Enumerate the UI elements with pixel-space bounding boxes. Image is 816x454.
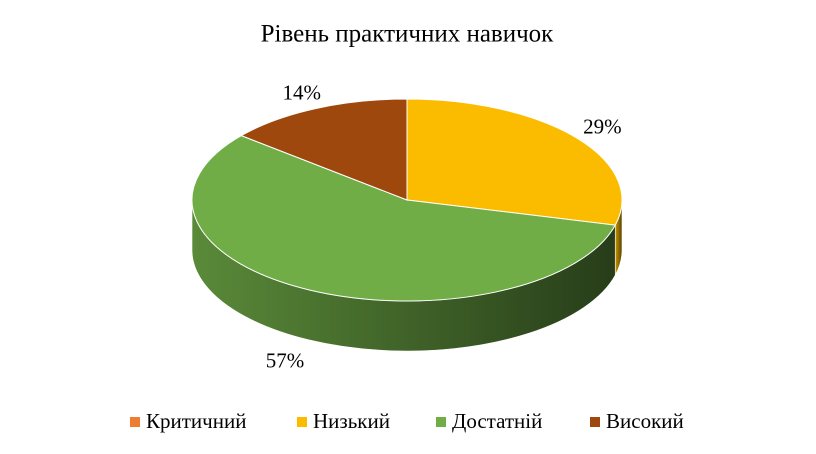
pie-slice — [191, 135, 617, 302]
legend-label: Достатній — [452, 409, 542, 433]
legend-label: Високий — [606, 409, 684, 433]
pie-slice — [240, 98, 408, 201]
legend-swatch — [297, 417, 307, 427]
data-label: 14% — [282, 81, 321, 105]
chart-title: Рівень практичних навичок — [261, 21, 555, 48]
data-label: 29% — [583, 115, 622, 139]
legend-swatch — [436, 417, 446, 427]
legend-swatch — [130, 417, 140, 427]
legend-swatch — [590, 417, 600, 427]
pie-slice — [406, 98, 623, 226]
data-label: 57% — [266, 348, 305, 372]
legend-label: Низький — [313, 409, 390, 433]
legend-label: Критичний — [146, 409, 246, 433]
